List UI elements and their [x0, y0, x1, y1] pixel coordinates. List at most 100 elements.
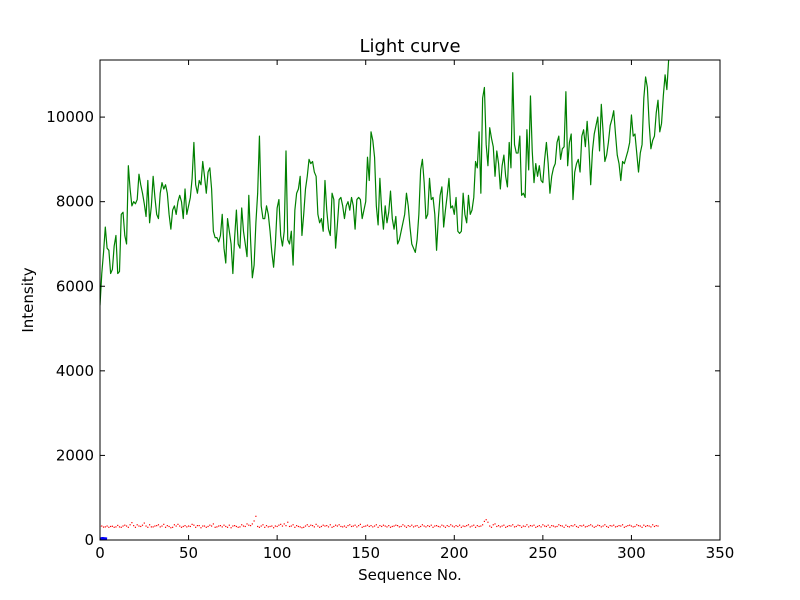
- data-point: [276, 525, 278, 528]
- data-point: [577, 526, 579, 528]
- data-point: [528, 526, 530, 528]
- data-point: [230, 527, 232, 529]
- data-point: [283, 523, 285, 525]
- data-point: [467, 524, 470, 526]
- data-point: [645, 525, 647, 528]
- data-point: [471, 525, 473, 527]
- data-point: [187, 525, 190, 527]
- data-point: [361, 526, 363, 528]
- data-point: [437, 525, 439, 528]
- data-point: [522, 525, 524, 527]
- series-line-0: [100, 60, 670, 306]
- data-point: [219, 525, 222, 527]
- data-point: [189, 525, 191, 528]
- data-point: [405, 526, 408, 528]
- data-point: [143, 522, 145, 524]
- data-point: [425, 526, 427, 528]
- data-point: [207, 525, 209, 528]
- data-point: [292, 524, 294, 526]
- data-point: [198, 525, 200, 527]
- data-point: [347, 525, 349, 527]
- data-point: [140, 525, 142, 528]
- data-point: [598, 525, 601, 527]
- data-point: [384, 525, 386, 527]
- data-point: [267, 526, 269, 528]
- data-point: [113, 526, 115, 528]
- data-point: [179, 525, 181, 527]
- data-point: [414, 525, 416, 527]
- data-point: [586, 525, 588, 528]
- data-point: [248, 524, 250, 526]
- data-point: [163, 523, 165, 525]
- data-point: [572, 525, 574, 527]
- data-point: [474, 526, 477, 528]
- data-point: [354, 524, 356, 526]
- data-point: [618, 525, 620, 527]
- data-point: [595, 525, 597, 528]
- data-point: [260, 525, 262, 527]
- data-point: [141, 524, 144, 526]
- x-tick-label: 100: [263, 544, 292, 562]
- data-point: [559, 525, 562, 527]
- data-point: [609, 525, 611, 527]
- data-point: [388, 525, 390, 527]
- plot-area-frame: [99, 59, 721, 541]
- data-point: [411, 524, 413, 526]
- data-point: [568, 526, 571, 528]
- data-point: [331, 526, 333, 528]
- data-point: [157, 524, 160, 526]
- data-point: [657, 525, 659, 527]
- data-point: [218, 525, 220, 527]
- data-point: [287, 521, 289, 523]
- data-point: [621, 524, 624, 526]
- data-point: [627, 525, 629, 527]
- data-point: [308, 525, 310, 528]
- y-axis: 0 2000 4000 6000 8000 10000: [46, 108, 720, 549]
- data-point: [483, 520, 485, 522]
- data-point: [156, 525, 158, 527]
- data-point: [446, 525, 448, 527]
- data-point: [225, 525, 227, 528]
- y-tick-label: 4000: [56, 362, 94, 380]
- data-point: [205, 526, 207, 528]
- data-point: [313, 526, 315, 528]
- data-point: [613, 524, 615, 526]
- data-point: [168, 525, 170, 528]
- data-point: [304, 525, 307, 527]
- series-points-1: [100, 515, 659, 529]
- data-point: [239, 526, 241, 528]
- data-point: [273, 527, 275, 529]
- data-point: [620, 525, 622, 527]
- data-point: [570, 525, 572, 527]
- data-point: [448, 525, 450, 528]
- data-point: [544, 525, 546, 527]
- data-point: [487, 521, 489, 523]
- data-point: [193, 524, 195, 526]
- data-point: [216, 526, 218, 528]
- data-point: [490, 526, 493, 528]
- data-point: [416, 525, 418, 527]
- data-point: [202, 525, 204, 527]
- data-point: [226, 526, 229, 528]
- data-point: [389, 526, 392, 528]
- data-point: [358, 525, 360, 527]
- data-point: [111, 525, 113, 527]
- data-point: [324, 525, 326, 527]
- data-point: [145, 525, 147, 527]
- data-point: [646, 525, 648, 527]
- data-point: [363, 525, 365, 528]
- data-point: [427, 525, 429, 527]
- data-point: [288, 525, 291, 528]
- data-point: [623, 526, 625, 528]
- data-point: [223, 524, 225, 526]
- data-point: [400, 525, 402, 528]
- data-point: [320, 525, 323, 528]
- x-axis-label: Sequence No.: [358, 566, 462, 584]
- y-tick-label: 6000: [56, 277, 94, 295]
- data-point: [492, 524, 494, 526]
- data-point: [349, 524, 351, 526]
- data-point: [264, 526, 266, 528]
- data-point: [482, 524, 484, 526]
- data-point: [375, 524, 377, 526]
- data-point: [345, 526, 347, 528]
